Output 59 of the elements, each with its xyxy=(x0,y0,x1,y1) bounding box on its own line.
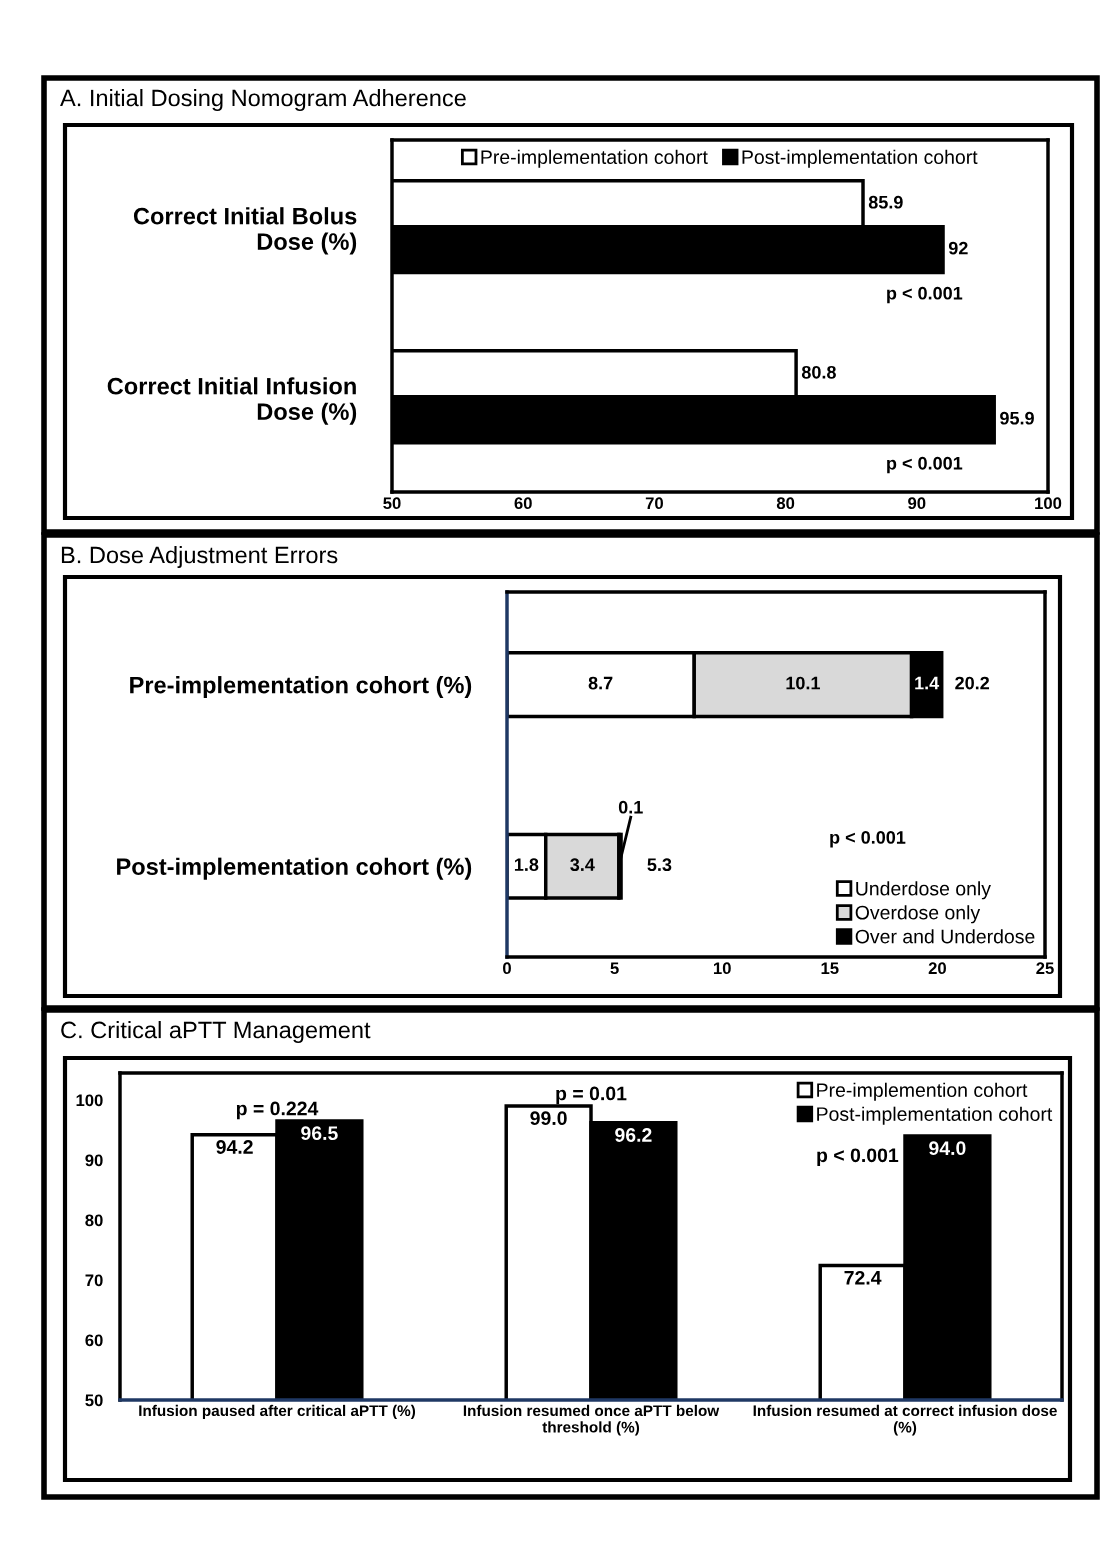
legend-label: Post-implementation cohort xyxy=(817,1106,1053,1125)
x-tick-label: 90 xyxy=(908,497,926,510)
total-label: 20.2 xyxy=(955,676,990,690)
data-label: 94.0 xyxy=(929,1141,966,1156)
annotation: p = 0.01 xyxy=(556,1086,627,1105)
data-label: 1.4 xyxy=(915,676,940,690)
x-tick-label: 70 xyxy=(645,497,663,510)
y-tick-label: Pre-implementation cohort (%) xyxy=(130,676,472,699)
legend-label: Post-implementation cohort xyxy=(742,149,978,168)
y-tick-label: 50 xyxy=(85,1394,103,1407)
annotation: p = 0.224 xyxy=(236,1101,319,1120)
x-tick-label: 25 xyxy=(1036,962,1054,975)
x-tick-label: 100 xyxy=(1035,497,1062,510)
text: B. Dose Adjustment Errors xyxy=(61,545,338,569)
chart-title: C. Critical aPTT Management xyxy=(61,1020,371,1044)
y-tick-label: 90 xyxy=(85,1154,103,1167)
y-tick-label: 70 xyxy=(85,1274,103,1287)
y-tick-label: 100 xyxy=(76,1094,103,1107)
data-label: 96.5 xyxy=(301,1126,338,1141)
data-label: 99.0 xyxy=(530,1111,567,1126)
x-tick-label: 5 xyxy=(610,962,619,975)
legend-label: Pre-implemention cohort xyxy=(817,1082,1028,1101)
legend-label: Over and Underdose xyxy=(855,929,1035,944)
x-tick-label: Infusion resumed once aPTT below threshold (%) xyxy=(463,1404,720,1436)
annotation: p < 0.001 xyxy=(887,286,963,304)
data-label: 92 xyxy=(948,241,968,255)
y-tick-label: Correct Initial Bolus Dose (%) xyxy=(133,207,357,255)
annotation: p < 0.001 xyxy=(887,456,963,474)
data-label: 72.4 xyxy=(844,1270,882,1285)
y-tick-label: 60 xyxy=(85,1334,103,1347)
x-tick-label: 60 xyxy=(514,497,532,510)
x-tick-label: 15 xyxy=(821,962,839,975)
data-label: 10.1 xyxy=(786,676,820,690)
data-label: 3.4 xyxy=(570,858,595,872)
y-tick-label: Correct Initial Infusion Dose (%) xyxy=(107,377,357,425)
data-label: 80.8 xyxy=(801,365,836,379)
y-tick-label: 80 xyxy=(85,1214,103,1227)
legend-label: Overdose only xyxy=(855,905,981,924)
x-tick-label: 50 xyxy=(383,497,401,510)
chart-title: A. Initial Dosing Nomogram Adherence xyxy=(60,89,466,112)
x-tick-label: 20 xyxy=(928,962,946,975)
data-label: 96.2 xyxy=(615,1128,652,1142)
legend-label: Pre-implementation cohort xyxy=(481,149,708,168)
data-label: 85.9 xyxy=(868,195,903,209)
data-label: 1.8 xyxy=(514,858,539,872)
total-label: 5.3 xyxy=(647,858,672,872)
data-label: 95.9 xyxy=(1000,411,1034,425)
x-tick-label: Infusion resumed at correct infusion dose (%) xyxy=(753,1404,1057,1436)
y-tick-label: Post-implementation cohort (%) xyxy=(117,857,472,880)
data-label: 8.7 xyxy=(588,676,613,690)
x-tick-label: Infusion paused after critical aPTT (%) xyxy=(139,1404,416,1420)
annotation: p < 0.001 xyxy=(817,1148,899,1166)
legend-label: Underdose only xyxy=(856,881,991,900)
data-label: 0.1 xyxy=(618,800,643,814)
annotation: p < 0.001 xyxy=(830,831,906,848)
data-label: 94.2 xyxy=(216,1140,253,1154)
x-tick-label: 10 xyxy=(713,962,731,975)
x-tick-label: 80 xyxy=(776,497,795,510)
x-tick-label: 0 xyxy=(503,962,511,975)
